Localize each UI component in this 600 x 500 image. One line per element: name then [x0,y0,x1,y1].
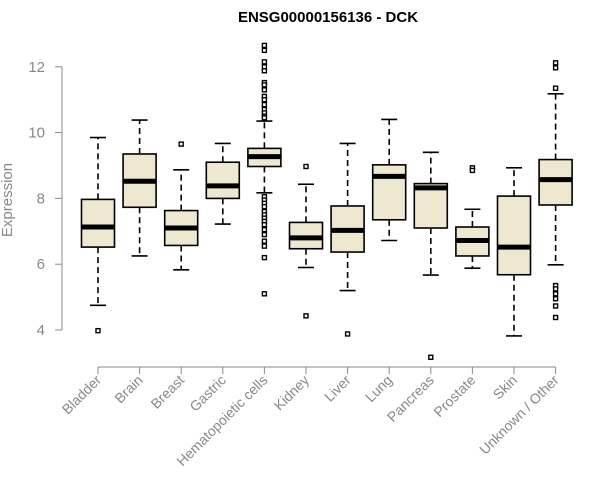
outlier-point [303,313,309,319]
x-tick-label: Skin [490,372,521,403]
outlier-point [95,327,101,334]
box-gastric [205,142,241,225]
box-brain [122,119,157,257]
x-tick-label: Lung [362,372,395,405]
box-prostate [455,165,490,269]
outlier-point [261,47,268,54]
outlier-point [303,163,309,170]
axes: 4 6 8 10 12 [28,59,557,374]
box-skin [496,167,532,337]
x-tick-label: Brain [111,372,145,406]
outlier-point [261,101,268,108]
outlier-point [261,243,268,249]
outlier-point [552,85,559,91]
outlier-point [261,291,268,297]
outlier-point [261,231,268,238]
x-tick-label: Breast [147,372,187,412]
y-tick-label: 6 [37,256,45,273]
y-tick-label: 10 [28,125,45,142]
box-body [205,161,241,200]
outlier-point [261,203,268,210]
outlier-point [261,42,268,49]
box-body [80,198,116,248]
y-tick-label: 4 [37,322,45,339]
box-body [496,195,532,276]
y-axis-label: Expression [0,163,16,237]
outlier-point [428,354,434,361]
box-liver [330,142,365,337]
y-tick-label: 12 [28,59,45,76]
box-body [538,158,573,206]
outlier-point [261,115,268,121]
outlier-point [469,167,476,174]
outlier-point [261,254,268,261]
outlier-point [552,291,559,297]
box-breast [163,141,199,271]
box-body [371,164,407,221]
box-body [413,182,449,229]
outlier-point [261,59,268,65]
box-pancreas [413,151,449,361]
outlier-point [552,286,559,292]
outlier-point [261,87,268,93]
box-unknown-other [538,60,573,321]
outlier-point [261,82,268,88]
outlier-point [552,65,559,71]
x-tick-label: Prostate [430,372,478,420]
y-tick-label: 8 [37,190,45,207]
chart-title: ENSG00000156136 - DCK [238,9,418,26]
outlier-point [261,96,268,103]
box-hematopoietic-cells [247,42,282,297]
box-bladder [80,136,116,334]
outlier-point [344,331,351,337]
outlier-point [261,68,268,74]
outlier-point [552,60,559,66]
x-tick-label: Liver [321,372,354,405]
outlier-point [261,226,268,233]
x-tick-label: Kidney [271,372,313,414]
outlier-point [552,303,559,309]
boxes-group [80,42,573,361]
x-tick-label: Bladder [59,372,105,418]
x-tick-label: Unknown / Other [476,372,562,458]
outlier-point [261,238,268,244]
outlier-point [178,141,184,147]
outlier-point [552,296,559,302]
outlier-point [552,314,559,321]
box-kidney [288,163,324,319]
box-lung [371,118,407,242]
outlier-point [261,222,268,228]
